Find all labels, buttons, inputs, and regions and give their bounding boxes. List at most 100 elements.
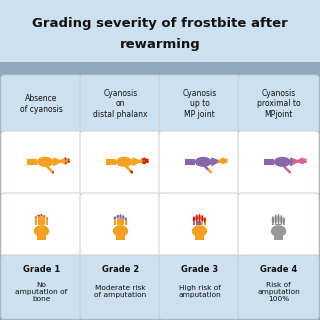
- FancyArrow shape: [68, 161, 70, 163]
- FancyArrow shape: [283, 165, 286, 168]
- FancyArrow shape: [37, 235, 46, 240]
- FancyArrow shape: [264, 159, 275, 165]
- Ellipse shape: [274, 157, 291, 167]
- FancyArrow shape: [130, 170, 133, 173]
- FancyArrow shape: [290, 161, 293, 164]
- Bar: [37, 216, 40, 225]
- Ellipse shape: [35, 216, 37, 218]
- FancyBboxPatch shape: [238, 131, 319, 195]
- Bar: [116, 219, 119, 225]
- Ellipse shape: [114, 216, 116, 220]
- FancyBboxPatch shape: [1, 193, 82, 257]
- FancyArrow shape: [65, 162, 67, 164]
- FancyBboxPatch shape: [1, 255, 82, 319]
- FancyArrow shape: [64, 157, 67, 160]
- FancyArrow shape: [293, 158, 307, 164]
- Bar: [35, 218, 37, 225]
- Text: Grade 2: Grade 2: [102, 265, 139, 274]
- FancyArrow shape: [220, 160, 228, 163]
- FancyArrow shape: [211, 157, 219, 162]
- FancyArrow shape: [142, 161, 146, 164]
- FancyArrow shape: [292, 157, 304, 165]
- FancyBboxPatch shape: [159, 255, 240, 319]
- Ellipse shape: [122, 215, 124, 219]
- Ellipse shape: [283, 217, 285, 224]
- FancyArrow shape: [284, 166, 291, 173]
- Ellipse shape: [272, 216, 274, 224]
- FancyArrow shape: [27, 159, 37, 165]
- Bar: [124, 220, 127, 225]
- Bar: [283, 224, 285, 225]
- Ellipse shape: [46, 218, 48, 219]
- FancyArrow shape: [211, 160, 220, 163]
- Bar: [272, 224, 274, 225]
- FancyArrow shape: [220, 158, 228, 162]
- FancyArrow shape: [46, 165, 53, 173]
- Ellipse shape: [113, 225, 128, 237]
- Ellipse shape: [192, 225, 207, 237]
- Text: rewarming: rewarming: [120, 38, 200, 51]
- Bar: [204, 222, 206, 225]
- FancyArrow shape: [141, 157, 146, 161]
- FancyArrow shape: [292, 158, 304, 164]
- Bar: [193, 222, 195, 225]
- FancyArrow shape: [106, 159, 116, 165]
- FancyBboxPatch shape: [159, 131, 240, 195]
- FancyBboxPatch shape: [159, 75, 240, 133]
- Ellipse shape: [116, 215, 119, 219]
- FancyArrow shape: [132, 159, 143, 166]
- Bar: [46, 219, 48, 225]
- Text: Moderate risk
of amputation: Moderate risk of amputation: [94, 285, 147, 298]
- Ellipse shape: [40, 214, 43, 216]
- Text: Cyanosis
proximal to
MPjoint: Cyanosis proximal to MPjoint: [257, 89, 300, 119]
- Text: Cyanosis
up to
MP joint: Cyanosis up to MP joint: [182, 89, 217, 119]
- Ellipse shape: [195, 157, 212, 167]
- FancyArrow shape: [125, 165, 132, 172]
- Bar: [280, 224, 283, 225]
- Text: Grade 3: Grade 3: [181, 265, 218, 274]
- FancyArrow shape: [211, 160, 219, 166]
- Ellipse shape: [116, 157, 133, 167]
- FancyBboxPatch shape: [80, 75, 161, 133]
- Bar: [43, 217, 45, 225]
- Ellipse shape: [277, 214, 280, 224]
- FancyArrow shape: [132, 157, 143, 163]
- FancyArrow shape: [274, 235, 283, 240]
- FancyArrow shape: [52, 171, 54, 173]
- Text: Absence
of cyanosis: Absence of cyanosis: [20, 94, 63, 114]
- FancyArrow shape: [185, 159, 196, 165]
- Text: Risk of
amputation
100%: Risk of amputation 100%: [257, 282, 300, 302]
- FancyArrow shape: [68, 158, 70, 161]
- FancyArrow shape: [116, 235, 125, 240]
- Bar: [201, 221, 204, 225]
- FancyArrow shape: [53, 157, 66, 164]
- Bar: [40, 216, 43, 225]
- Bar: [275, 224, 277, 225]
- FancyArrow shape: [293, 160, 307, 163]
- Text: Grade 1: Grade 1: [23, 265, 60, 274]
- FancyArrow shape: [290, 157, 293, 161]
- Ellipse shape: [280, 215, 283, 224]
- FancyBboxPatch shape: [1, 131, 82, 195]
- FancyArrow shape: [53, 160, 68, 163]
- Ellipse shape: [201, 215, 204, 222]
- FancyArrow shape: [144, 158, 149, 162]
- FancyBboxPatch shape: [0, 0, 320, 62]
- FancyArrow shape: [53, 159, 68, 164]
- Ellipse shape: [119, 214, 122, 219]
- Ellipse shape: [275, 214, 277, 224]
- FancyArrow shape: [145, 160, 149, 163]
- Bar: [122, 219, 124, 225]
- Ellipse shape: [193, 216, 195, 222]
- Bar: [114, 220, 116, 225]
- Text: Grade 4: Grade 4: [260, 265, 297, 274]
- FancyBboxPatch shape: [80, 255, 161, 319]
- FancyArrow shape: [290, 160, 293, 162]
- FancyArrow shape: [195, 235, 204, 240]
- FancyBboxPatch shape: [80, 131, 161, 195]
- Ellipse shape: [196, 214, 198, 222]
- FancyArrow shape: [52, 158, 66, 166]
- FancyArrow shape: [207, 169, 212, 173]
- Ellipse shape: [204, 217, 206, 223]
- FancyBboxPatch shape: [238, 255, 319, 319]
